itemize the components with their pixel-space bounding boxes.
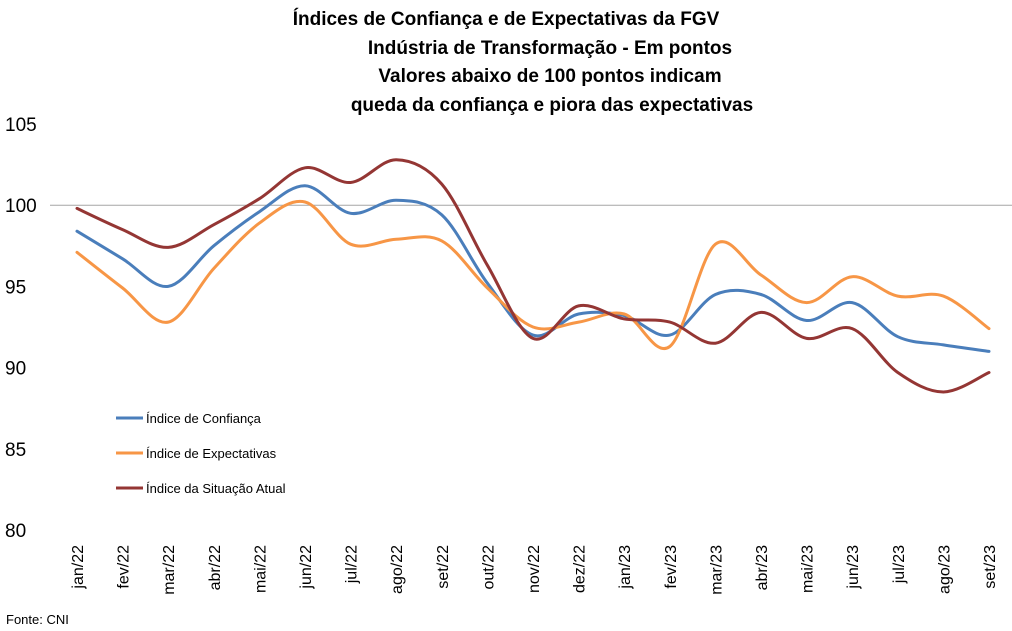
title-line-2: Indústria de Transformação - Em pontos bbox=[368, 38, 732, 59]
x-tick-label: mar/23 bbox=[708, 545, 725, 595]
legend-label-confianca: Índice de Confiança bbox=[146, 411, 262, 426]
chart-title: Índices de Confiança e de Expectativas d… bbox=[293, 8, 753, 116]
y-tick-label: 80 bbox=[5, 521, 26, 542]
x-tick-label: set/23 bbox=[982, 545, 999, 589]
plot-area bbox=[75, 158, 991, 394]
title-line-3: Valores abaixo de 100 pontos indicam bbox=[378, 66, 721, 87]
x-axis: jan/22 fev/22 mar/22 abr/22 mai/22 jun/22 jul/… bbox=[70, 545, 999, 595]
x-tick-label: abr/23 bbox=[754, 545, 771, 590]
y-tick-label: 85 bbox=[5, 440, 26, 461]
title-line-4: queda da confiança e piora das expectati… bbox=[351, 95, 753, 116]
x-tick-label: fev/22 bbox=[116, 545, 133, 589]
x-tick-label: jan/23 bbox=[617, 545, 634, 590]
y-tick-label: 90 bbox=[5, 359, 26, 380]
legend-label-expectativas: Índice de Expectativas bbox=[146, 446, 277, 461]
x-tick-label: nov/22 bbox=[526, 545, 543, 593]
legend: Índice de Confiança Índice de Expectativa… bbox=[116, 411, 286, 496]
title-line-1: Índices de Confiança e de Expectativas d… bbox=[293, 8, 720, 30]
y-tick-label: 105 bbox=[5, 115, 37, 136]
x-tick-label: mar/22 bbox=[161, 545, 178, 595]
y-axis: 80 85 90 95 100 105 bbox=[5, 115, 37, 542]
x-tick-label: ago/23 bbox=[936, 545, 953, 594]
x-tick-label: fev/23 bbox=[663, 545, 680, 589]
series-line-confianca bbox=[75, 184, 991, 353]
y-tick-label: 95 bbox=[5, 277, 26, 298]
x-tick-label: ago/22 bbox=[389, 545, 406, 594]
x-tick-label: abr/22 bbox=[207, 545, 224, 590]
x-tick-label: set/22 bbox=[435, 545, 452, 589]
x-tick-label: dez/22 bbox=[572, 545, 589, 593]
x-tick-label: jun/22 bbox=[298, 545, 315, 590]
series-line-situacao-atual bbox=[75, 158, 991, 394]
x-tick-label: out/22 bbox=[480, 545, 497, 590]
x-tick-label: jul/23 bbox=[891, 545, 908, 584]
x-tick-label: jun/23 bbox=[845, 545, 862, 590]
x-tick-label: mai/23 bbox=[800, 545, 817, 593]
series-line-expectativas bbox=[75, 199, 991, 351]
source-note: Fonte: CNI bbox=[6, 612, 69, 627]
legend-label-situacao-atual: Índice da Situação Atual bbox=[146, 481, 286, 496]
x-tick-label: mai/22 bbox=[252, 545, 269, 593]
x-tick-label: jul/22 bbox=[344, 545, 361, 584]
x-tick-label: jan/22 bbox=[70, 545, 87, 590]
y-tick-label: 100 bbox=[5, 196, 37, 217]
